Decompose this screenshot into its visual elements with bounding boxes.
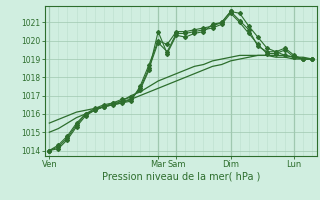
X-axis label: Pression niveau de la mer( hPa ): Pression niveau de la mer( hPa ) <box>102 172 260 182</box>
